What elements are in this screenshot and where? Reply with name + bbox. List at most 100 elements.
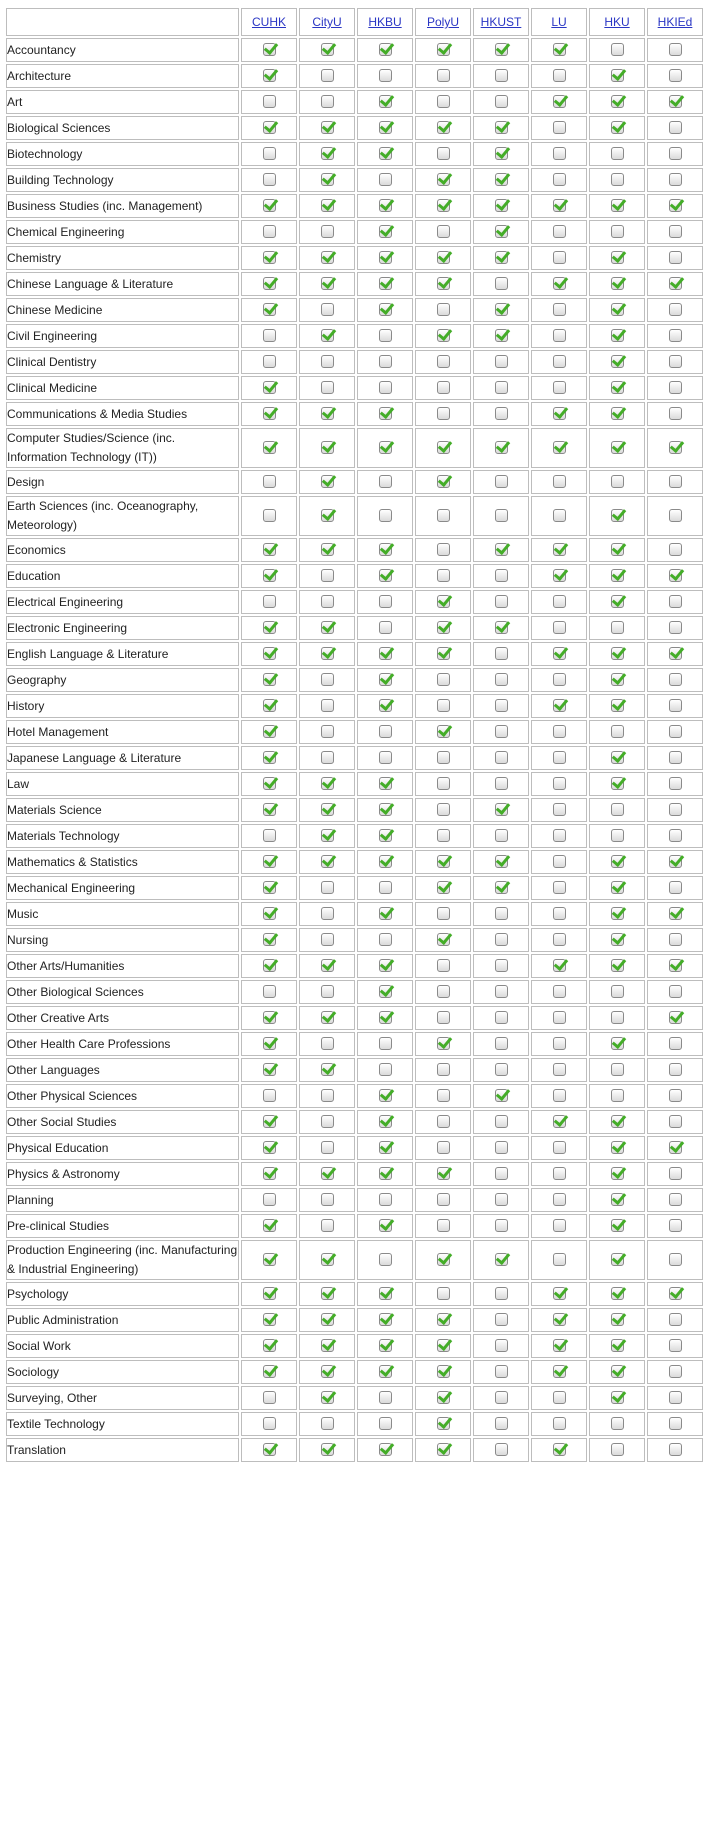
checkbox[interactable] bbox=[552, 1167, 566, 1181]
checkbox[interactable] bbox=[494, 959, 508, 973]
checkbox[interactable] bbox=[378, 118, 394, 135]
checkbox[interactable] bbox=[494, 1219, 508, 1233]
checkbox[interactable] bbox=[668, 644, 684, 661]
checkbox[interactable] bbox=[668, 329, 682, 343]
checkbox[interactable] bbox=[552, 251, 566, 265]
checkbox[interactable] bbox=[320, 1060, 336, 1077]
checkbox[interactable] bbox=[552, 777, 566, 791]
checkbox[interactable] bbox=[378, 329, 392, 343]
checkbox[interactable] bbox=[610, 1138, 626, 1155]
checkbox[interactable] bbox=[320, 673, 334, 687]
checkbox[interactable] bbox=[552, 1063, 566, 1077]
checkbox[interactable] bbox=[262, 595, 276, 609]
checkbox[interactable] bbox=[378, 509, 392, 523]
checkbox[interactable] bbox=[320, 933, 334, 947]
checkbox[interactable] bbox=[262, 1138, 278, 1155]
checkbox[interactable] bbox=[552, 1089, 566, 1103]
checkbox[interactable] bbox=[436, 355, 450, 369]
checkbox[interactable] bbox=[552, 147, 566, 161]
checkbox[interactable] bbox=[262, 438, 278, 455]
checkbox[interactable] bbox=[378, 222, 394, 239]
checkbox[interactable] bbox=[320, 699, 334, 713]
checkbox[interactable] bbox=[378, 438, 394, 455]
checkbox[interactable] bbox=[262, 1362, 278, 1379]
checkbox[interactable] bbox=[262, 852, 278, 869]
checkbox[interactable] bbox=[262, 509, 276, 523]
checkbox[interactable] bbox=[378, 621, 392, 635]
checkbox[interactable] bbox=[494, 1063, 508, 1077]
checkbox[interactable] bbox=[436, 592, 452, 609]
checkbox[interactable] bbox=[494, 509, 508, 523]
checkbox[interactable] bbox=[378, 300, 394, 317]
university-column-link[interactable]: HKU bbox=[604, 15, 630, 29]
checkbox[interactable] bbox=[436, 673, 450, 687]
checkbox[interactable] bbox=[610, 475, 624, 489]
checkbox[interactable] bbox=[668, 509, 682, 523]
checkbox[interactable] bbox=[494, 725, 508, 739]
university-column-link[interactable]: LU bbox=[551, 15, 567, 29]
checkbox[interactable] bbox=[668, 777, 682, 791]
checkbox[interactable] bbox=[552, 1362, 568, 1379]
checkbox[interactable] bbox=[436, 1440, 452, 1457]
checkbox[interactable] bbox=[436, 644, 452, 661]
checkbox[interactable] bbox=[262, 66, 278, 83]
checkbox[interactable] bbox=[262, 118, 278, 135]
checkbox[interactable] bbox=[436, 985, 450, 999]
checkbox[interactable] bbox=[494, 540, 510, 557]
checkbox[interactable] bbox=[494, 1417, 508, 1431]
checkbox[interactable] bbox=[320, 1417, 334, 1431]
checkbox[interactable] bbox=[378, 566, 394, 583]
checkbox[interactable] bbox=[436, 1011, 450, 1025]
checkbox[interactable] bbox=[378, 904, 394, 921]
checkbox[interactable] bbox=[262, 930, 278, 947]
checkbox[interactable] bbox=[494, 1011, 508, 1025]
checkbox[interactable] bbox=[320, 956, 336, 973]
checkbox[interactable] bbox=[552, 225, 566, 239]
checkbox[interactable] bbox=[552, 1391, 566, 1405]
checkbox[interactable] bbox=[552, 1037, 566, 1051]
checkbox[interactable] bbox=[610, 1063, 624, 1077]
checkbox[interactable] bbox=[436, 1089, 450, 1103]
checkbox[interactable] bbox=[436, 878, 452, 895]
checkbox[interactable] bbox=[436, 1336, 452, 1353]
checkbox[interactable] bbox=[378, 1440, 394, 1457]
checkbox[interactable] bbox=[378, 751, 392, 765]
checkbox[interactable] bbox=[494, 1141, 508, 1155]
checkbox[interactable] bbox=[668, 196, 684, 213]
checkbox[interactable] bbox=[610, 748, 626, 765]
checkbox[interactable] bbox=[436, 777, 450, 791]
checkbox[interactable] bbox=[436, 618, 452, 635]
checkbox[interactable] bbox=[552, 725, 566, 739]
checkbox[interactable] bbox=[320, 69, 334, 83]
checkbox[interactable] bbox=[610, 852, 626, 869]
checkbox[interactable] bbox=[610, 1190, 626, 1207]
checkbox[interactable] bbox=[610, 196, 626, 213]
checkbox[interactable] bbox=[320, 506, 336, 523]
checkbox[interactable] bbox=[668, 251, 682, 265]
checkbox[interactable] bbox=[436, 274, 452, 291]
checkbox[interactable] bbox=[320, 1193, 334, 1207]
checkbox[interactable] bbox=[320, 725, 334, 739]
checkbox[interactable] bbox=[552, 696, 568, 713]
checkbox[interactable] bbox=[320, 1141, 334, 1155]
checkbox[interactable] bbox=[320, 1250, 336, 1267]
checkbox[interactable] bbox=[320, 826, 336, 843]
checkbox[interactable] bbox=[262, 644, 278, 661]
checkbox[interactable] bbox=[494, 647, 508, 661]
checkbox[interactable] bbox=[494, 381, 508, 395]
checkbox[interactable] bbox=[668, 475, 682, 489]
checkbox[interactable] bbox=[494, 852, 510, 869]
checkbox[interactable] bbox=[668, 1313, 682, 1327]
university-column-link[interactable]: HKUST bbox=[480, 15, 522, 29]
checkbox[interactable] bbox=[610, 404, 626, 421]
checkbox[interactable] bbox=[552, 855, 566, 869]
checkbox[interactable] bbox=[320, 774, 336, 791]
checkbox[interactable] bbox=[436, 722, 452, 739]
checkbox[interactable] bbox=[262, 696, 278, 713]
checkbox[interactable] bbox=[494, 751, 508, 765]
checkbox[interactable] bbox=[436, 803, 450, 817]
checkbox[interactable] bbox=[436, 1193, 450, 1207]
checkbox[interactable] bbox=[436, 381, 450, 395]
checkbox[interactable] bbox=[494, 170, 510, 187]
checkbox[interactable] bbox=[610, 930, 626, 947]
